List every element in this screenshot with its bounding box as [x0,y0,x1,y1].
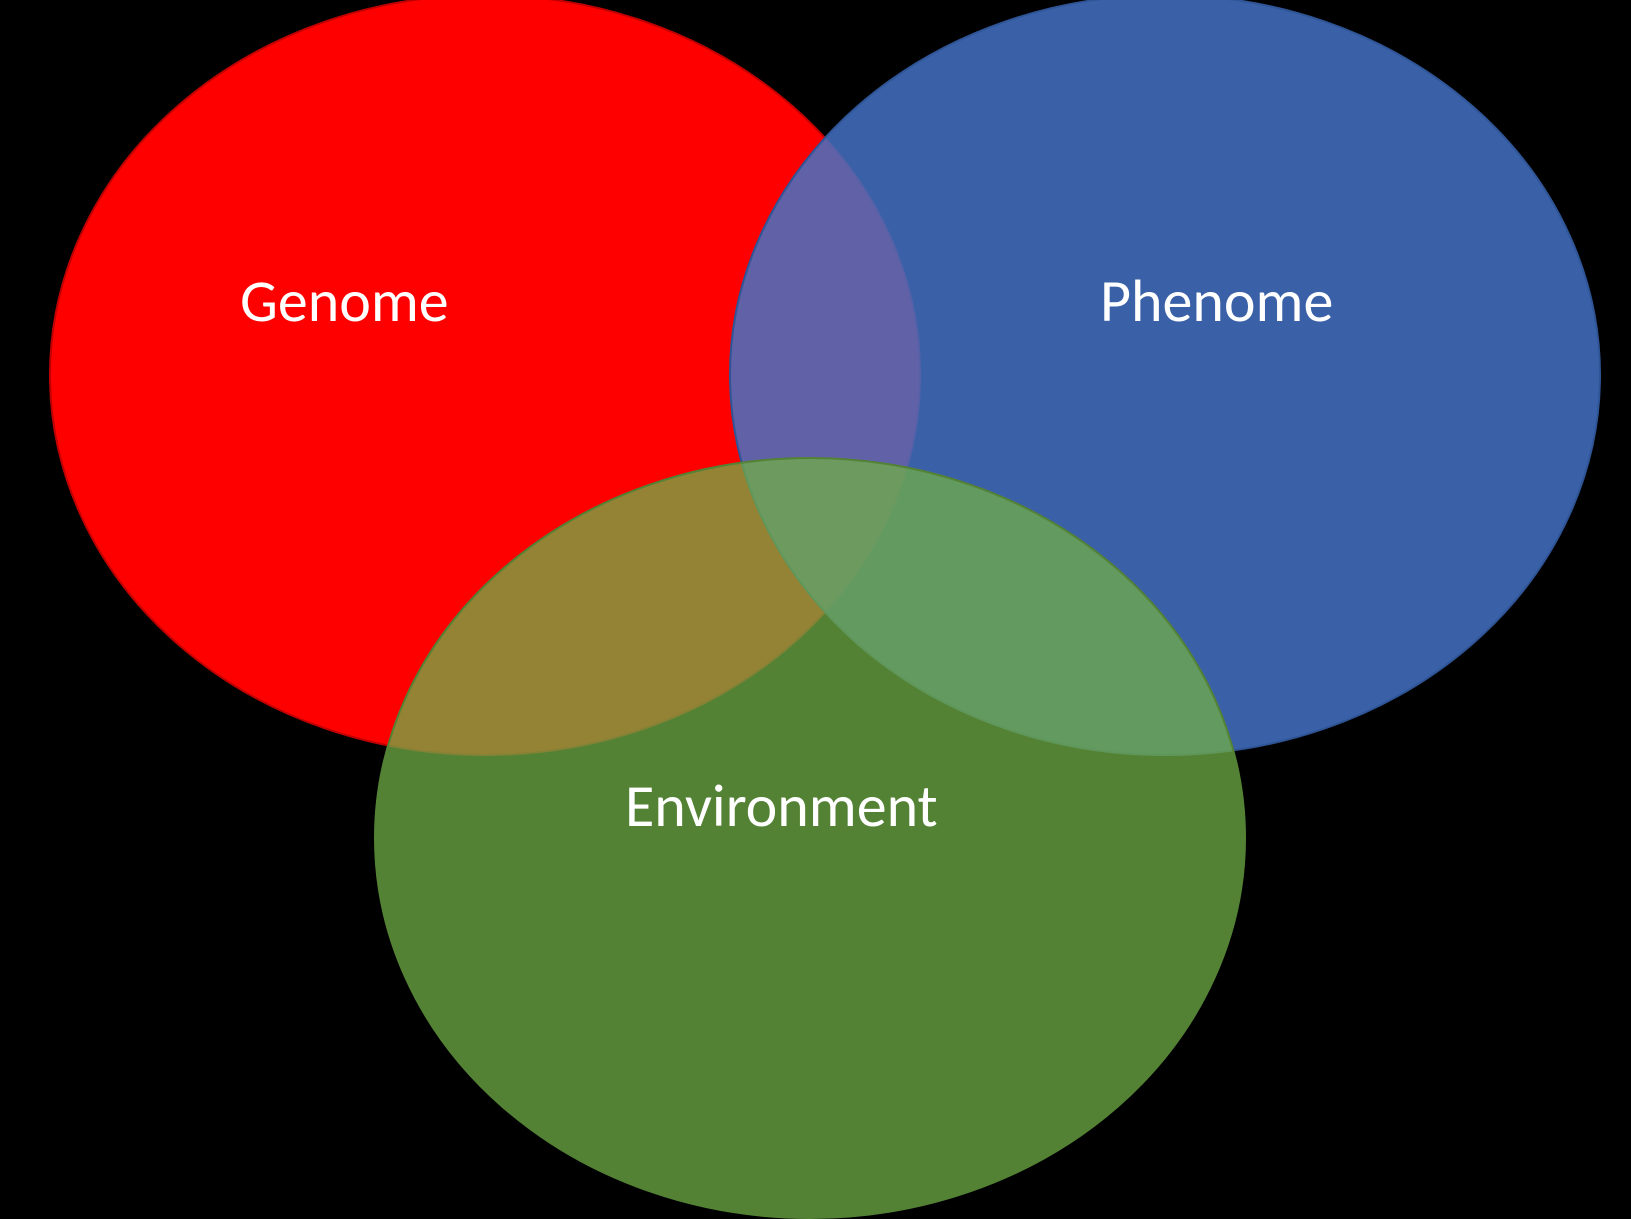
venn-diagram: Genome Phenome Environment [0,0,1631,1219]
environment-label: Environment [625,770,938,843]
phenome-label: Phenome [1100,265,1333,338]
genome-label: Genome [240,265,449,338]
venn-svg [0,0,1631,1219]
